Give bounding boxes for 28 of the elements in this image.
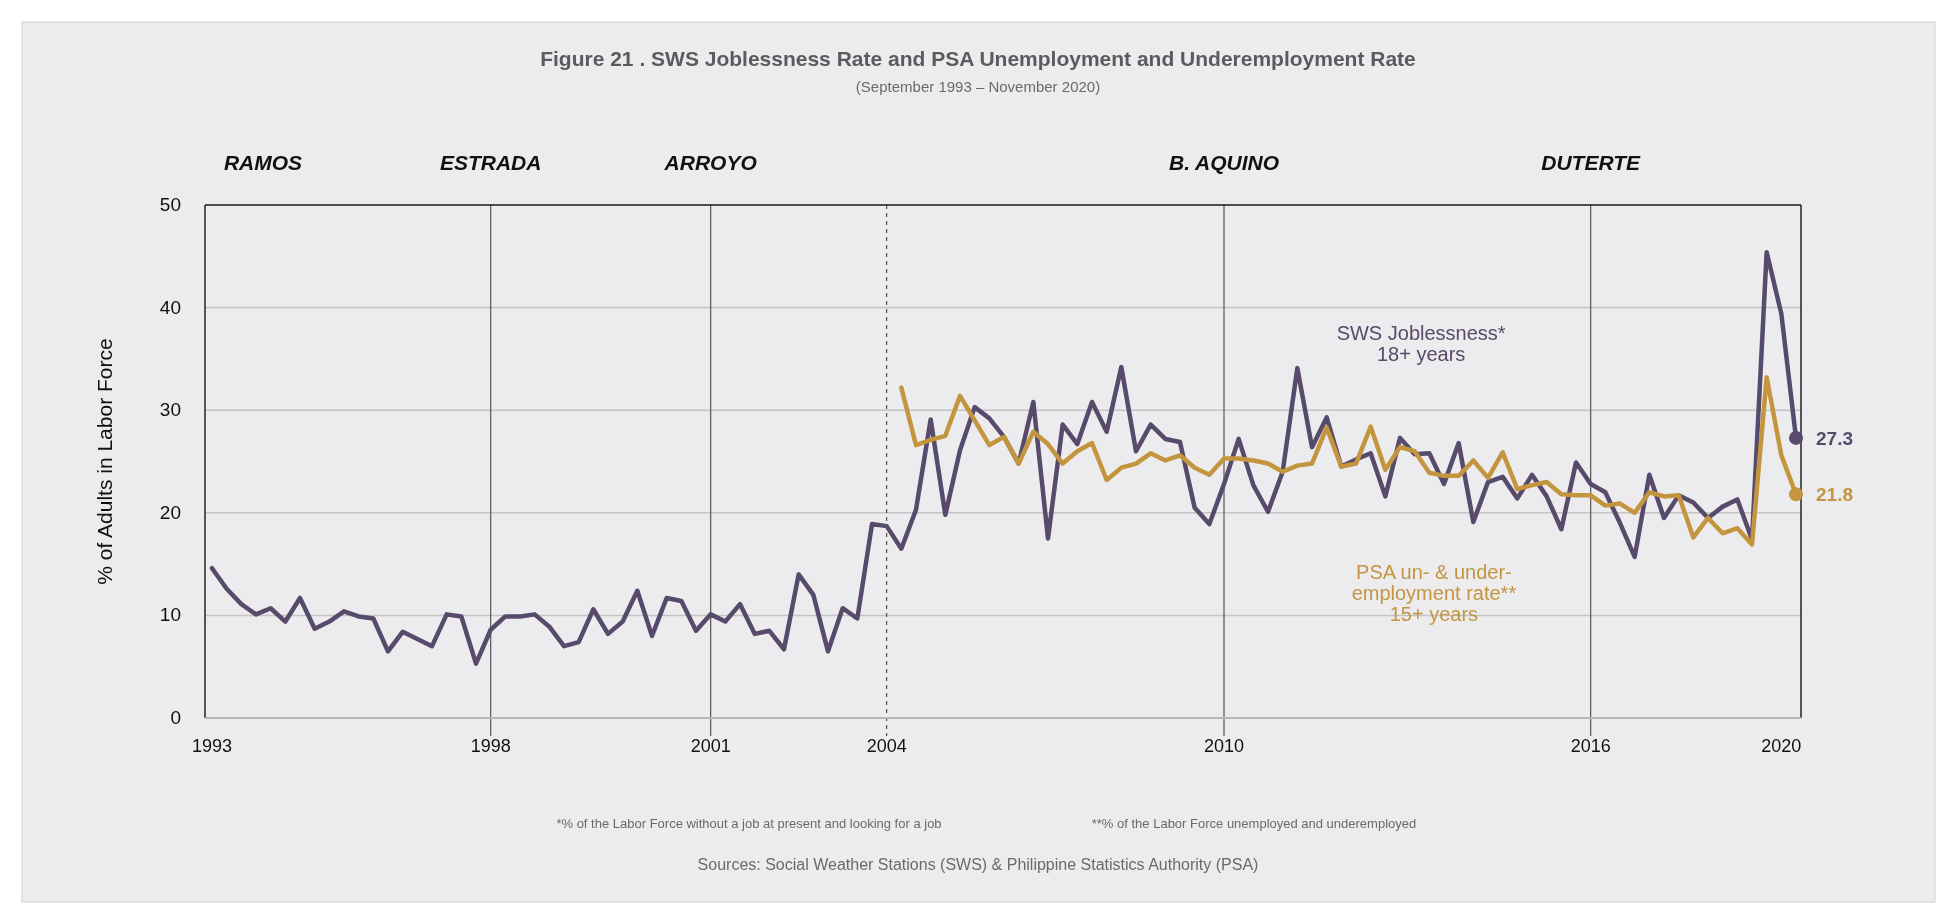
x-tick-label: 1993 (191, 736, 233, 756)
x-tick-label: 2016 (1570, 736, 1611, 756)
chart-title: Figure 21 . SWS Joblessness Rate and PSA Unemployment and Underemployment Rate (540, 47, 1416, 70)
y-tick-label: 40 (159, 296, 181, 318)
y-tick-label: 0 (170, 707, 181, 728)
chart-subtitle: (September 1993 – November 2020) (855, 78, 1101, 95)
y-tick-label: 20 (159, 501, 181, 523)
y-tick-label: 30 (159, 399, 181, 421)
ref-line-label: ESTRADA (439, 151, 542, 174)
y-tick-label: 10 (159, 604, 181, 626)
x-tick-label: 2010 (1203, 736, 1245, 756)
text: **% of the Labor Force unemployed and underemployed (1091, 816, 1417, 831)
text: *% of the Labor Force without a job at present and looking for a job (556, 816, 942, 831)
ref-line-label: ARROYO (663, 151, 757, 174)
x-tick-label: 2001 (690, 736, 731, 756)
series-label: SWS Joblessness* 18+ years (1336, 321, 1506, 365)
source-note: Sources: Social Weather Stations (SWS) & Philippine Statistics Authority (PSA) (697, 856, 1259, 873)
text: RAMOS (223, 151, 303, 174)
y-axis-title: % of Adults in Labor Force (93, 338, 116, 585)
text: PSA un- & under- employment rate** 15+ years (1351, 561, 1517, 625)
data-label: 27.3 (1816, 427, 1853, 449)
x-tick-label: 2020 (1761, 736, 1802, 756)
ref-line-label: B. AQUINO (1168, 151, 1280, 174)
y-tick-label: 50 (159, 194, 181, 215)
x-tick-label: 1998 (470, 736, 511, 756)
data-label: 21.8 (1816, 484, 1853, 506)
ref-line-label: DUTERTE (1541, 151, 1642, 174)
x-tick-label: 2004 (866, 736, 907, 756)
